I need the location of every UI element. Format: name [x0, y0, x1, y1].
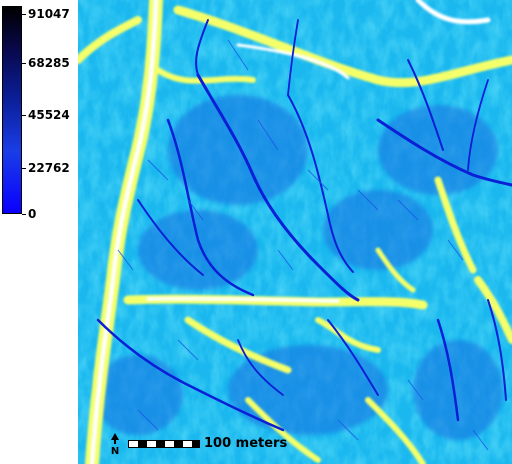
scale-label: 100 meters [204, 436, 288, 451]
map-raster [78, 0, 512, 464]
scale-bar-graphic [128, 440, 200, 448]
legend-tick-mark [22, 14, 26, 15]
legend-tick-label: 22762 [28, 161, 70, 175]
legend-tick-label: 68285 [28, 56, 70, 70]
legend-tick-mark [22, 63, 26, 64]
legend-max-label: 91047 [28, 7, 70, 21]
legend-tick-mark [22, 115, 26, 116]
legend-tick-mark [22, 168, 26, 169]
legend-color-ramp [2, 6, 22, 214]
north-arrow-icon: N [111, 433, 119, 455]
legend-min-label: 0 [28, 207, 37, 221]
svg-text:N: N [111, 446, 119, 455]
scale-bar: N 100 meters [108, 433, 308, 455]
legend-tick-mark [22, 214, 26, 215]
color-legend: 91047 68285 45524 22762 0 [0, 0, 78, 230]
flow-accumulation-map[interactable] [78, 0, 512, 464]
legend-tick-label: 45524 [28, 108, 70, 122]
